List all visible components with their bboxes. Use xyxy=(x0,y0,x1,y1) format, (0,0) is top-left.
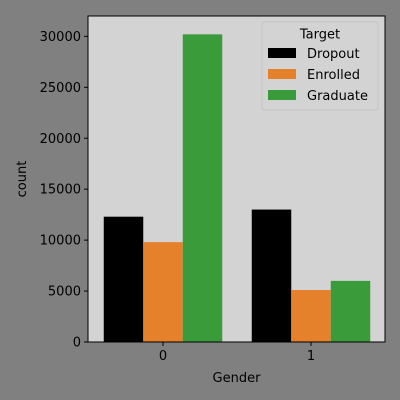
y-axis: 0 5000 10000 15000 20000 25000 30000 xyxy=(40,30,88,351)
legend-swatch-dropout xyxy=(268,48,296,58)
legend-label-graduate: Graduate xyxy=(307,89,368,104)
x-tick-label: 0 xyxy=(159,349,167,364)
legend-label-dropout: Dropout xyxy=(307,47,360,62)
x-tick-label: 1 xyxy=(307,349,315,364)
y-tick-label: 15000 xyxy=(40,183,81,198)
x-axis-label: Gender xyxy=(213,371,262,386)
legend-box xyxy=(261,21,379,111)
legend-swatch-graduate xyxy=(268,90,296,100)
bar-enrolled-1 xyxy=(291,290,331,342)
legend-label-enrolled: Enrolled xyxy=(307,68,360,83)
bar-dropout-1 xyxy=(251,209,292,342)
bar-dropout-0 xyxy=(103,216,144,342)
legend-title: Target xyxy=(299,28,340,43)
y-tick-label: 20000 xyxy=(40,132,81,147)
y-tick-label: 5000 xyxy=(48,285,81,300)
bars-group xyxy=(103,34,371,343)
bar-enrolled-0 xyxy=(143,242,183,342)
y-tick-label: 0 xyxy=(73,336,81,351)
plot-frame xyxy=(87,15,386,343)
legend: Target Dropout Enrolled Graduate xyxy=(261,21,379,111)
y-tick-label: 25000 xyxy=(40,81,81,96)
y-tick-label: 30000 xyxy=(40,30,81,45)
bar-graduate-0 xyxy=(182,34,223,343)
y-tick-label: 10000 xyxy=(40,234,81,249)
legend-swatch-enrolled xyxy=(268,69,296,79)
bar-graduate-1 xyxy=(330,280,371,342)
y-axis-label: count xyxy=(15,161,30,198)
